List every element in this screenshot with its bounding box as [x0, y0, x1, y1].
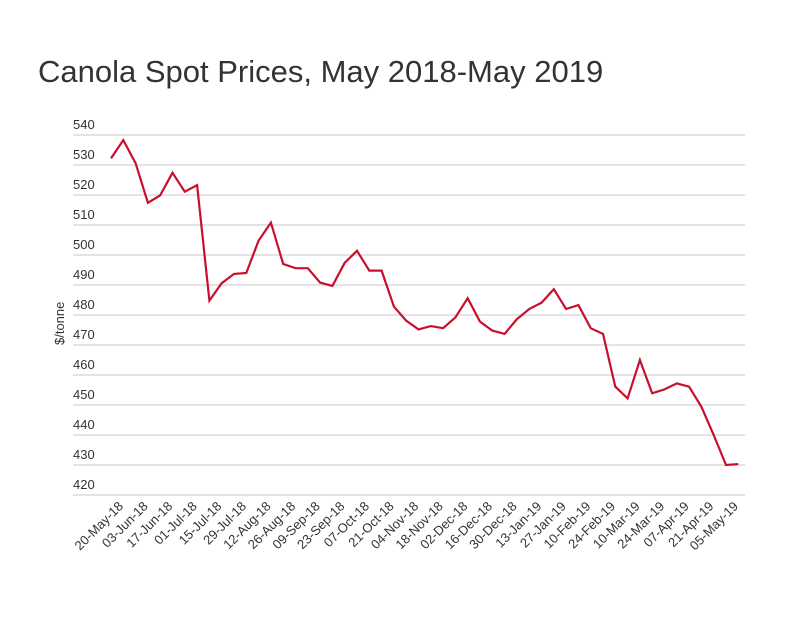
y-tick-label: 460 [73, 357, 95, 372]
y-tick-label: 500 [73, 237, 95, 252]
y-tick-label: 420 [73, 477, 95, 492]
y-tick-label: 490 [73, 267, 95, 282]
y-tick-label: 430 [73, 447, 95, 462]
y-axis-label: $/tonne [52, 302, 67, 345]
y-tick-label: 520 [73, 177, 95, 192]
chart-title: Canola Spot Prices, May 2018-May 2019 [38, 54, 603, 89]
y-tick-label: 480 [73, 297, 95, 312]
y-tick-label: 510 [73, 207, 95, 222]
y-tick-label: 450 [73, 387, 95, 402]
y-tick-label: 540 [73, 117, 95, 132]
series-line [110, 137, 739, 467]
y-tick-label: 530 [73, 147, 95, 162]
y-tick-label: 470 [73, 327, 95, 342]
y-tick-label: 440 [73, 417, 95, 432]
